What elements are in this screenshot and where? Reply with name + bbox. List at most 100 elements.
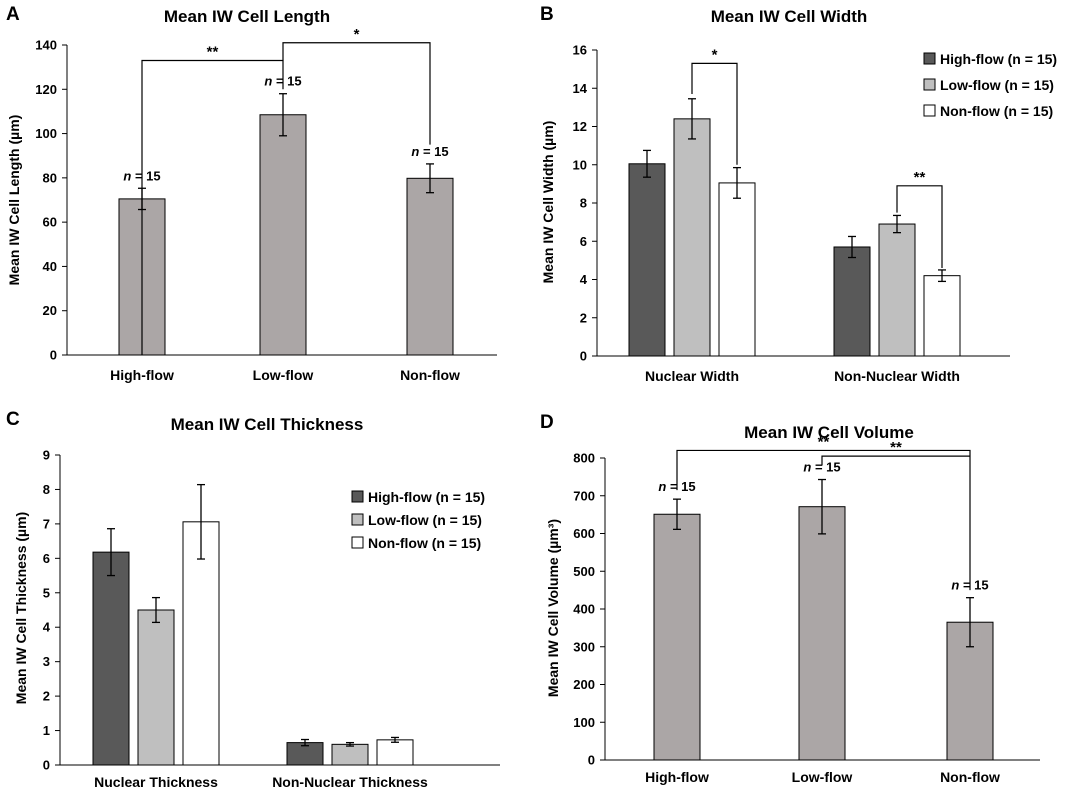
y-tick-label: 7 — [43, 516, 50, 531]
panel-letter: A — [6, 4, 20, 25]
category-label: Non-flow — [940, 769, 1000, 785]
category-label: Non-Nuclear Width — [834, 368, 960, 384]
significance-bracket — [691, 62, 738, 165]
category-label: Low-flow — [253, 367, 314, 383]
y-tick-label: 100 — [573, 715, 595, 730]
y-tick-label: 400 — [573, 602, 595, 617]
significance-bracket — [821, 455, 970, 466]
category-label: Low-flow — [792, 769, 853, 785]
plot-area: 0 20 40 60 80 100 120 140 High-flow Low-flow Non-f… — [35, 26, 497, 383]
y-tick-label: 600 — [573, 526, 595, 541]
y-tick-label: 5 — [43, 585, 50, 600]
y-tick-label: 120 — [35, 82, 57, 97]
chart-title: Mean IW Cell Length — [164, 7, 330, 26]
legend-label: High-flow (n = 15) — [940, 51, 1057, 67]
bar — [376, 739, 414, 766]
y-axis-label: Mean IW Cell Volume (µm³) — [545, 519, 561, 697]
plot-area: 0 2 4 6 8 10 12 14 16 Nuclear Width Non-Nuclear Wi… — [573, 43, 1010, 384]
y-tick-label: 9 — [43, 448, 50, 463]
y-tick-label: 0 — [43, 758, 50, 773]
category-label: Non-flow — [400, 367, 460, 383]
y-tick-label: 500 — [573, 564, 595, 579]
significance-label: * — [712, 46, 718, 63]
y-tick-label: 700 — [573, 488, 595, 503]
chart-title: Mean IW Cell Volume — [744, 423, 914, 442]
legend-swatch — [351, 513, 364, 526]
y-tick-label: 8 — [43, 482, 50, 497]
legend-label: Low-flow (n = 15) — [940, 77, 1054, 93]
bar — [833, 246, 871, 357]
category-label: High-flow — [645, 769, 709, 785]
panel-letter: B — [540, 4, 554, 25]
y-tick-label: 1 — [43, 723, 50, 738]
significance-label: ** — [914, 169, 926, 186]
y-tick-label: 60 — [43, 215, 57, 230]
legend-swatch — [351, 536, 364, 549]
legend: High-flow (n = 15) Low-flow (n = 15) Non-f… — [923, 51, 1057, 119]
category-label: Nuclear Thickness — [94, 774, 218, 790]
legend-swatch — [923, 52, 936, 65]
y-tick-label: 8 — [580, 196, 587, 211]
legend-label: Low-flow (n = 15) — [368, 512, 482, 528]
y-tick-label: 40 — [43, 259, 57, 274]
y-tick-label: 16 — [573, 43, 587, 58]
legend: High-flow (n = 15) Low-flow (n = 15) Non-f… — [351, 489, 485, 551]
panel-letter: C — [6, 409, 20, 430]
panel-c-thickness-chart: C Mean IW Cell Thickness Mean IW Cell Th… — [6, 409, 500, 790]
y-tick-label: 0 — [588, 753, 595, 768]
category-label: High-flow — [110, 367, 174, 383]
chart-title: Mean IW Cell Width — [711, 7, 868, 26]
y-tick-label: 80 — [43, 170, 57, 185]
bar — [92, 551, 130, 766]
y-tick-label: 800 — [573, 451, 595, 466]
significance-label: ** — [207, 44, 219, 61]
legend-swatch — [923, 78, 936, 91]
y-tick-label: 6 — [580, 234, 587, 249]
y-tick-label: 2 — [580, 310, 587, 325]
bar — [406, 177, 454, 356]
bar — [798, 506, 846, 761]
legend-swatch — [351, 490, 364, 503]
bar — [331, 743, 369, 766]
y-axis-label: Mean IW Cell Width (µm) — [540, 121, 556, 284]
bar — [878, 223, 916, 357]
y-tick-label: 300 — [573, 639, 595, 654]
plot-area: 0 1 2 3 4 5 6 7 8 9 Nuclear Thickness Non-Nuclear T… — [43, 448, 500, 790]
y-tick-label: 140 — [35, 38, 57, 53]
legend-label: Non-flow (n = 15) — [940, 103, 1053, 119]
significance-bracket — [282, 42, 431, 145]
y-tick-label: 4 — [43, 620, 51, 635]
n-annotation: n = 15 — [264, 74, 301, 89]
y-tick-label: 6 — [43, 551, 50, 566]
panel-d-volume-chart: D Mean IW Cell Volume Mean IW Cell Volum… — [540, 412, 1040, 785]
y-tick-label: 2 — [43, 689, 50, 704]
legend-label: Non-flow (n = 15) — [368, 535, 481, 551]
legend-label: High-flow (n = 15) — [368, 489, 485, 505]
category-label: Nuclear Width — [645, 368, 739, 384]
bar — [628, 163, 666, 357]
panel-letter: D — [540, 412, 554, 433]
y-tick-label: 0 — [580, 349, 587, 364]
panel-b-width-chart: B Mean IW Cell Width Mean IW Cell Width … — [540, 4, 1057, 384]
bar — [653, 513, 701, 761]
bar — [923, 275, 961, 357]
n-annotation: n = 15 — [803, 460, 840, 475]
y-tick-label: 200 — [573, 677, 595, 692]
panel-a-length-chart: A Mean IW Cell Length Mean IW Cell Lengt… — [6, 4, 497, 383]
bar — [259, 114, 307, 356]
bar — [673, 118, 711, 357]
y-tick-label: 100 — [35, 126, 57, 141]
significance-label: ** — [818, 433, 830, 450]
y-tick-label: 12 — [573, 119, 587, 134]
n-annotation: n = 15 — [411, 144, 448, 159]
y-tick-label: 14 — [573, 81, 588, 96]
significance-bracket — [141, 59, 284, 355]
y-tick-label: 3 — [43, 654, 50, 669]
significance-bracket — [676, 449, 971, 591]
n-annotation: n = 15 — [951, 578, 988, 593]
y-tick-label: 0 — [50, 348, 57, 363]
n-annotation: n = 15 — [123, 168, 160, 183]
y-tick-label: 10 — [573, 157, 587, 172]
plot-area: 0 100 200 300 400 500 600 700 800 High-flow Low-fl… — [573, 433, 1040, 785]
